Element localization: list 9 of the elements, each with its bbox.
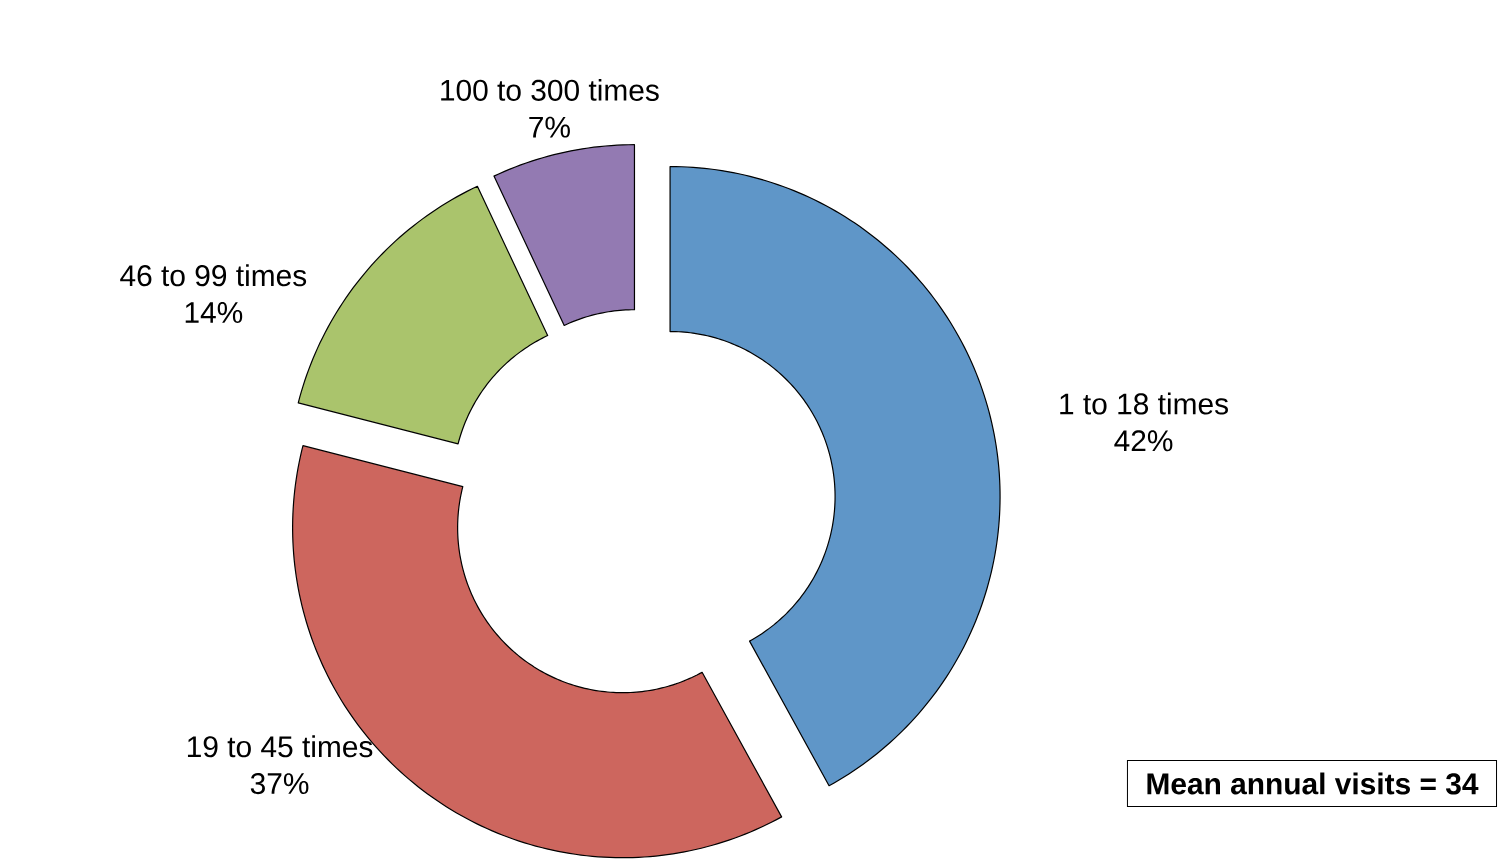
- data-label: 14%: [185, 302, 243, 323]
- slice-label: 1 to 18 times: [1060, 392, 1228, 415]
- data-label: 37%: [250, 772, 309, 795]
- data-label: 7%: [529, 116, 570, 138]
- slice-label: 46 to 99 times: [120, 264, 307, 287]
- slice-label: 100 to 300 times: [441, 78, 659, 101]
- data-label: 42%: [1114, 430, 1173, 452]
- slice-label: 19 to 45 times: [187, 735, 373, 758]
- text: Mean annual visits = 34: [1147, 772, 1479, 795]
